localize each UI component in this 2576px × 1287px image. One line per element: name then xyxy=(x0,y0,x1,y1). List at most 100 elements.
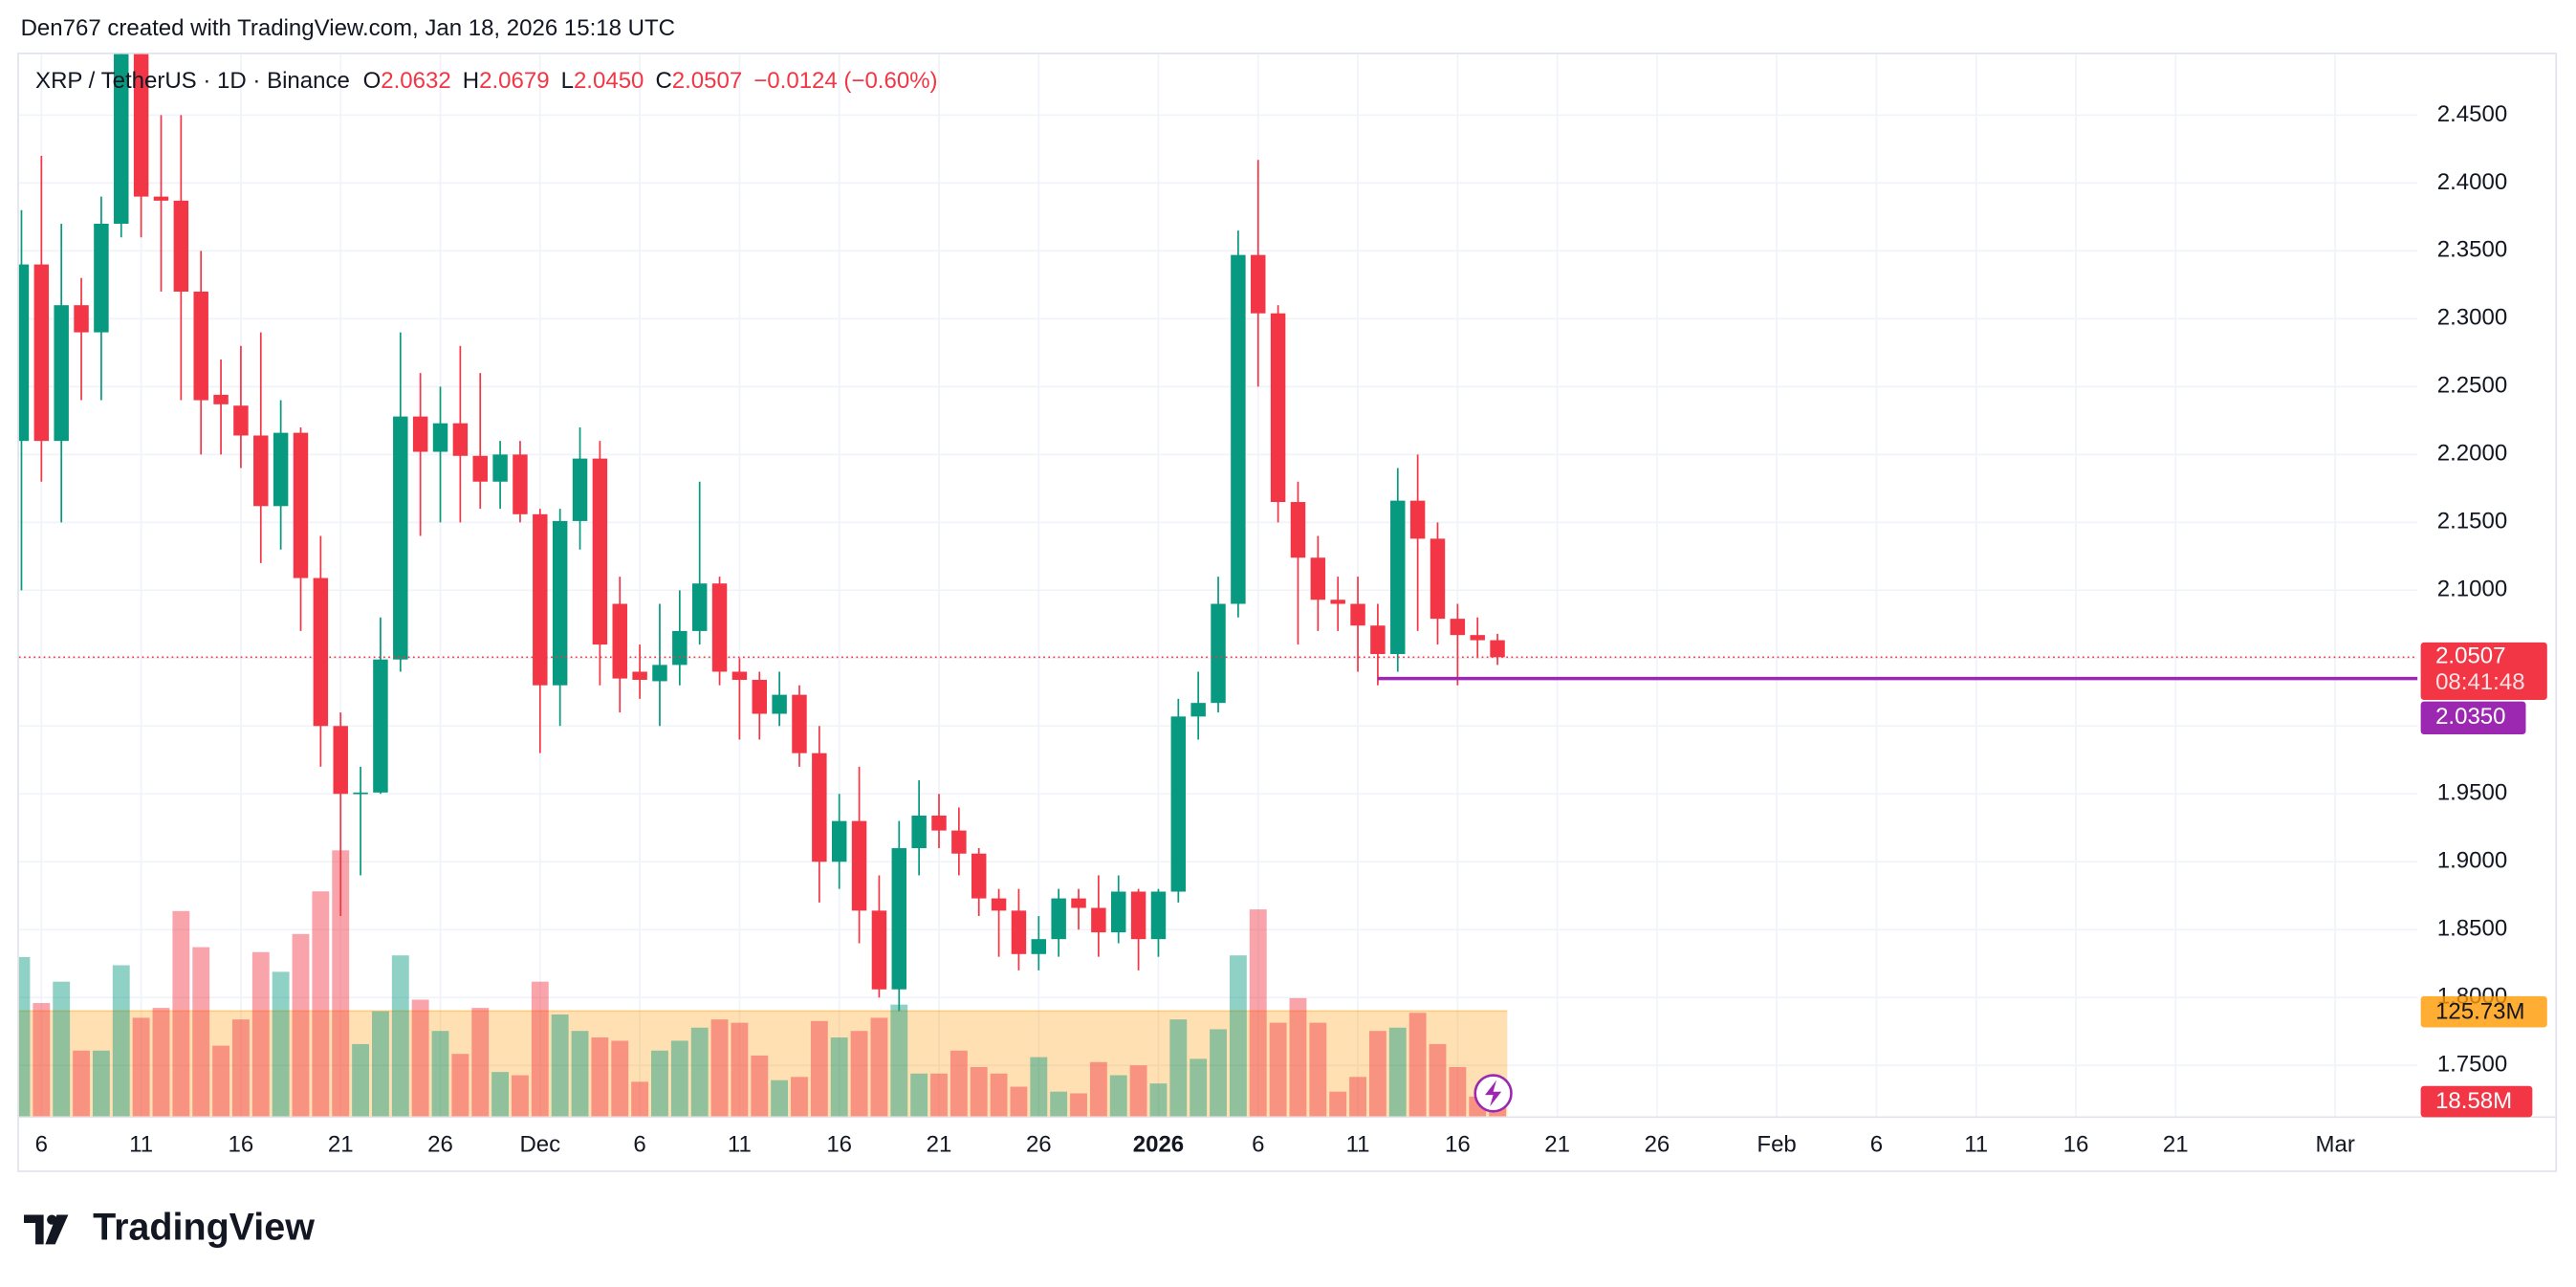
volume-bar xyxy=(1210,1029,1227,1117)
volume-bar xyxy=(1070,1093,1087,1117)
volume-bar xyxy=(451,1054,469,1117)
candle-body xyxy=(1290,502,1306,558)
volume-bar xyxy=(1388,1027,1407,1117)
candle-body xyxy=(572,458,588,521)
x-tick-label: 16 xyxy=(1445,1132,1471,1158)
legend-value: 2.0507 xyxy=(672,68,742,94)
candle-body xyxy=(931,815,947,831)
last-price-box xyxy=(2420,642,2547,700)
volume-bar xyxy=(1050,1091,1068,1117)
legend-key: O xyxy=(363,68,382,94)
legend: XRP / TetherUS · 1D · Binance O 2.0632 H 2.0… xyxy=(35,68,938,94)
volume-bar xyxy=(172,910,190,1117)
volume-bar xyxy=(870,1017,888,1117)
volume-bar xyxy=(810,1020,828,1117)
candle-body xyxy=(632,671,647,681)
candle-body xyxy=(1011,910,1027,954)
alert-bolt xyxy=(1485,1080,1502,1107)
volume-bar xyxy=(112,965,130,1117)
candle-body xyxy=(1450,619,1466,636)
candle-body xyxy=(652,665,667,682)
volume-bar xyxy=(970,1066,988,1117)
last-price-label: 2.0507 xyxy=(2435,644,2505,669)
logo-dot xyxy=(47,1214,57,1225)
grid: 1.75001.80001.85001.90001.95002.00002.05… xyxy=(18,54,2507,1158)
candle-body xyxy=(353,792,368,795)
logo-mark xyxy=(24,1214,69,1245)
plot xyxy=(18,54,1508,1117)
candle-body xyxy=(971,853,987,899)
y-tick-label: 2.4500 xyxy=(2437,101,2507,127)
volume-bar xyxy=(372,1011,389,1117)
countdown: 08:41:48 xyxy=(2435,669,2524,695)
volume-bar xyxy=(751,1055,769,1117)
level-label-box xyxy=(2420,701,2526,734)
header: Den767 created with TradingView.com, Jan… xyxy=(21,15,675,41)
logo-text: TradingView xyxy=(93,1206,315,1248)
candle-body xyxy=(792,694,807,753)
candle-body xyxy=(213,394,229,404)
candle-body xyxy=(1211,603,1226,704)
candle-body xyxy=(851,820,867,911)
x-tick-label: 26 xyxy=(427,1132,453,1158)
volume-bar xyxy=(231,1019,250,1117)
volume-bar xyxy=(1269,1022,1287,1117)
x-tick-label: 6 xyxy=(1870,1132,1883,1158)
volume-bar xyxy=(251,951,270,1117)
candle-body xyxy=(1170,716,1187,892)
candle-body xyxy=(18,264,30,442)
candle-body xyxy=(293,432,309,578)
legend-value: 2.0632 xyxy=(381,68,450,94)
volume-bar xyxy=(352,1043,370,1117)
candle-body xyxy=(1031,939,1047,954)
volume-bar xyxy=(611,1040,629,1117)
volume-bar xyxy=(791,1077,808,1117)
volume-bar xyxy=(990,1073,1008,1117)
candle-body xyxy=(711,583,728,672)
volume-bar xyxy=(631,1081,649,1117)
x-tick-label: 11 xyxy=(129,1132,153,1158)
volume-bar xyxy=(731,1022,749,1117)
volume-bar xyxy=(18,956,31,1117)
x-tick-label: 6 xyxy=(35,1132,48,1158)
volume-bar xyxy=(670,1040,688,1117)
candle-body xyxy=(731,671,748,681)
x-tick-label: 2026 xyxy=(1133,1132,1184,1158)
x-tick-label: 21 xyxy=(927,1132,952,1158)
y-tick-label: 1.8500 xyxy=(2437,916,2507,942)
candle-body xyxy=(812,753,827,862)
candle-body xyxy=(552,520,568,686)
volume-ma-area xyxy=(18,1011,1508,1117)
candle-body xyxy=(991,898,1007,911)
candle-body xyxy=(173,200,189,292)
volume-bar xyxy=(571,1031,589,1117)
volume-bar xyxy=(1149,1083,1168,1117)
volume-bar xyxy=(1089,1061,1107,1117)
volume-bar xyxy=(1309,1022,1327,1117)
volume-ma-label: 125.73M xyxy=(2435,998,2524,1024)
candle-body xyxy=(373,659,388,793)
volume-bar xyxy=(332,850,350,1117)
candle-body xyxy=(472,455,488,482)
candle-body xyxy=(333,726,348,795)
volume-bar xyxy=(1429,1043,1447,1117)
candle-body xyxy=(1150,891,1167,940)
x-tick-label: 21 xyxy=(2163,1132,2189,1158)
x-tick-label: 26 xyxy=(1645,1132,1670,1158)
candle-body xyxy=(533,513,548,686)
legend-key: H xyxy=(463,68,479,94)
volume-bar xyxy=(92,1050,110,1117)
candle-body xyxy=(1310,557,1326,600)
volume-bar xyxy=(591,1037,609,1117)
candle-body xyxy=(1409,500,1426,539)
candle-body xyxy=(1251,254,1266,314)
volume-bar xyxy=(1289,997,1307,1117)
legend-value: 2.0679 xyxy=(479,68,549,94)
candle-body xyxy=(1130,891,1146,940)
volume-bar xyxy=(710,1019,729,1117)
logo: TradingView xyxy=(24,1206,315,1248)
volume-bar xyxy=(830,1037,848,1117)
volume-label: 18.58M xyxy=(2435,1088,2512,1114)
x-tick-label: Feb xyxy=(1757,1132,1796,1158)
y-tick-label: 1.7500 xyxy=(2437,1052,2507,1078)
